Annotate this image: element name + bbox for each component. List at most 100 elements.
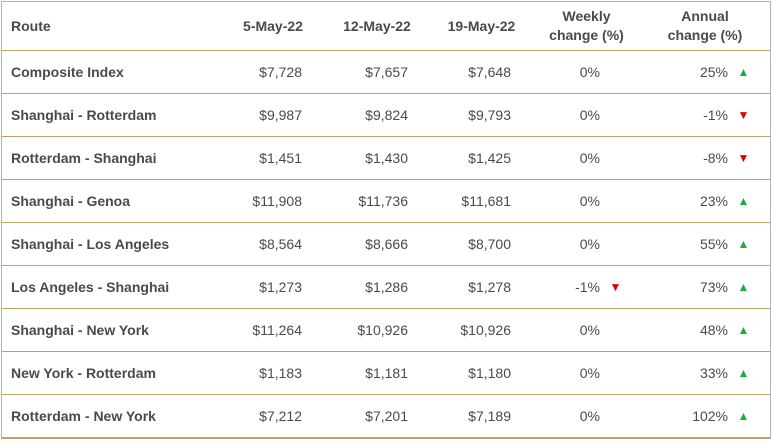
header-weekly-change: Weekly change (%) [533, 2, 640, 51]
annual-change-cell-value: 55% [699, 236, 728, 252]
annual-change-cell: 23% ▲ [640, 179, 770, 223]
price-cell-date-2: $9,824 [324, 93, 430, 137]
route-cell: Shanghai - Rotterdam [2, 93, 222, 137]
price-cell-date-1: $1,451 [222, 136, 324, 180]
annual-change-cell-value: -8% [703, 150, 728, 166]
table-row: Shanghai - Los Angeles $8,564 $8,666 $8,700… [2, 222, 770, 266]
annual-change-cell-value: 33% [699, 365, 728, 381]
triangle-up-icon: ▲ [737, 65, 750, 79]
price-cell-date-2: $10,926 [324, 308, 430, 352]
route-cell: Rotterdam - New York [2, 394, 222, 439]
triangle-up-icon: ▲ [737, 409, 750, 423]
weekly-change-cell-value: 0% [579, 322, 600, 338]
route-cell: Los Angeles - Shanghai [2, 265, 222, 309]
annual-change-cell-value: 48% [699, 322, 728, 338]
price-cell-date-1: $8,564 [222, 222, 324, 266]
price-cell-date-1: $1,183 [222, 351, 324, 395]
triangle-down-icon: ▼ [609, 280, 622, 294]
triangle-down-icon: ▼ [737, 151, 750, 165]
price-cell-date-1: $7,728 [222, 50, 324, 94]
weekly-change-cell-value: -1% [575, 279, 600, 295]
price-cell-date-2: $7,201 [324, 394, 430, 439]
weekly-change-cell-value: 0% [579, 107, 600, 123]
annual-change-cell-value: -1% [703, 107, 728, 123]
price-cell-date-3: $7,648 [430, 50, 533, 94]
weekly-change-cell-value: 0% [579, 408, 600, 424]
table-row: Shanghai - Rotterdam $9,987 $9,824 $9,793 0%… [2, 93, 770, 137]
header-annual-change: Annual change (%) [640, 2, 770, 51]
price-cell-date-3: $9,793 [430, 93, 533, 137]
price-cell-date-2: $7,657 [324, 50, 430, 94]
triangle-up-icon: ▲ [737, 237, 750, 251]
table-row: Shanghai - New York $11,264 $10,926 $10,926… [2, 308, 770, 352]
triangle-up-icon: ▲ [737, 323, 750, 337]
price-cell-date-2: $1,181 [324, 351, 430, 395]
price-cell-date-3: $7,189 [430, 394, 533, 439]
annual-change-cell: 55% ▲ [640, 222, 770, 266]
table-body: Composite Index$7,728$7,657$7,6480%▲25%▲… [2, 50, 770, 439]
weekly-change-cell: 0%▲ [533, 93, 640, 137]
triangle-up-icon: ▲ [737, 366, 750, 380]
weekly-change-cell-value: 0% [579, 150, 600, 166]
annual-change-cell: 102% ▲ [640, 394, 770, 439]
price-cell-date-2: $11,736 [324, 179, 430, 223]
header-weekly-line1: Weekly [562, 8, 611, 24]
annual-change-cell: 33% ▲ [640, 351, 770, 395]
header-weekly-line2: change (%) [549, 27, 624, 43]
table-row: Rotterdam - New York $7,212 $7,201 $7,189 0%… [2, 394, 770, 439]
route-cell: Shanghai - Genoa [2, 179, 222, 223]
annual-change-cell-value: 73% [699, 279, 728, 295]
price-cell-date-1: $11,264 [222, 308, 324, 352]
annual-change-cell: 25% ▲ [640, 50, 770, 94]
weekly-change-cell: -1% ▼ [533, 265, 640, 309]
price-cell-date-2: $1,430 [324, 136, 430, 180]
triangle-down-icon: ▼ [737, 108, 750, 122]
weekly-change-cell: 0%▲ [533, 179, 640, 223]
header-annual-line2: change (%) [667, 27, 743, 43]
weekly-change-cell: 0%▲ [533, 222, 640, 266]
annual-change-cell: -1% ▼ [640, 93, 770, 137]
weekly-change-cell: 0%▲ [533, 136, 640, 180]
annual-change-cell-value: 25% [699, 64, 728, 80]
header-date-2: 12-May-22 [324, 2, 430, 51]
header-annual-line1: Annual [681, 8, 729, 24]
table-row: Rotterdam - Shanghai $1,451 $1,430 $1,425 0%… [2, 136, 770, 180]
price-cell-date-3: $1,278 [430, 265, 533, 309]
table-row: Shanghai - Genoa$11,908$11,736$11,6810%▲… [2, 179, 770, 223]
table-row: Los Angeles - Shanghai $1,273 $1,286 $1,278… [2, 265, 770, 309]
price-cell-date-3: $11,681 [430, 179, 533, 223]
weekly-change-cell-value: 0% [579, 236, 600, 252]
price-cell-date-3: $8,700 [430, 222, 533, 266]
weekly-change-cell-value: 0% [579, 193, 600, 209]
price-cell-date-1: $7,212 [222, 394, 324, 439]
weekly-change-cell: 0%▲ [533, 394, 640, 439]
route-cell: New York - Rotterdam [2, 351, 222, 395]
price-cell-date-3: $1,180 [430, 351, 533, 395]
weekly-change-cell: 0%▲ [533, 351, 640, 395]
price-cell-date-1: $9,987 [222, 93, 324, 137]
price-cell-date-1: $11,908 [222, 179, 324, 223]
route-cell: Shanghai - Los Angeles [2, 222, 222, 266]
table-row: New York - Rotterdam $1,183 $1,181 $1,180 0%… [2, 351, 770, 395]
weekly-change-cell: 0%▲ [533, 308, 640, 352]
annual-change-cell: 48% ▲ [640, 308, 770, 352]
price-cell-date-3: $10,926 [430, 308, 533, 352]
header-date-3: 19-May-22 [430, 2, 533, 51]
header-route: Route [2, 2, 222, 51]
route-cell: Shanghai - New York [2, 308, 222, 352]
annual-change-cell: -8% ▼ [640, 136, 770, 180]
triangle-up-icon: ▲ [737, 280, 750, 294]
price-cell-date-1: $1,273 [222, 265, 324, 309]
header-date-1: 5-May-22 [222, 2, 324, 51]
triangle-up-icon: ▲ [737, 194, 750, 208]
route-cell: Composite Index [2, 50, 222, 94]
annual-change-cell: 73% ▲ [640, 265, 770, 309]
table-header-row: Route 5-May-22 12-May-22 19-May-22 Weekl… [2, 2, 770, 51]
price-cell-date-2: $8,666 [324, 222, 430, 266]
weekly-change-cell: 0%▲ [533, 50, 640, 94]
annual-change-cell-value: 102% [692, 408, 728, 424]
route-cell: Rotterdam - Shanghai [2, 136, 222, 180]
